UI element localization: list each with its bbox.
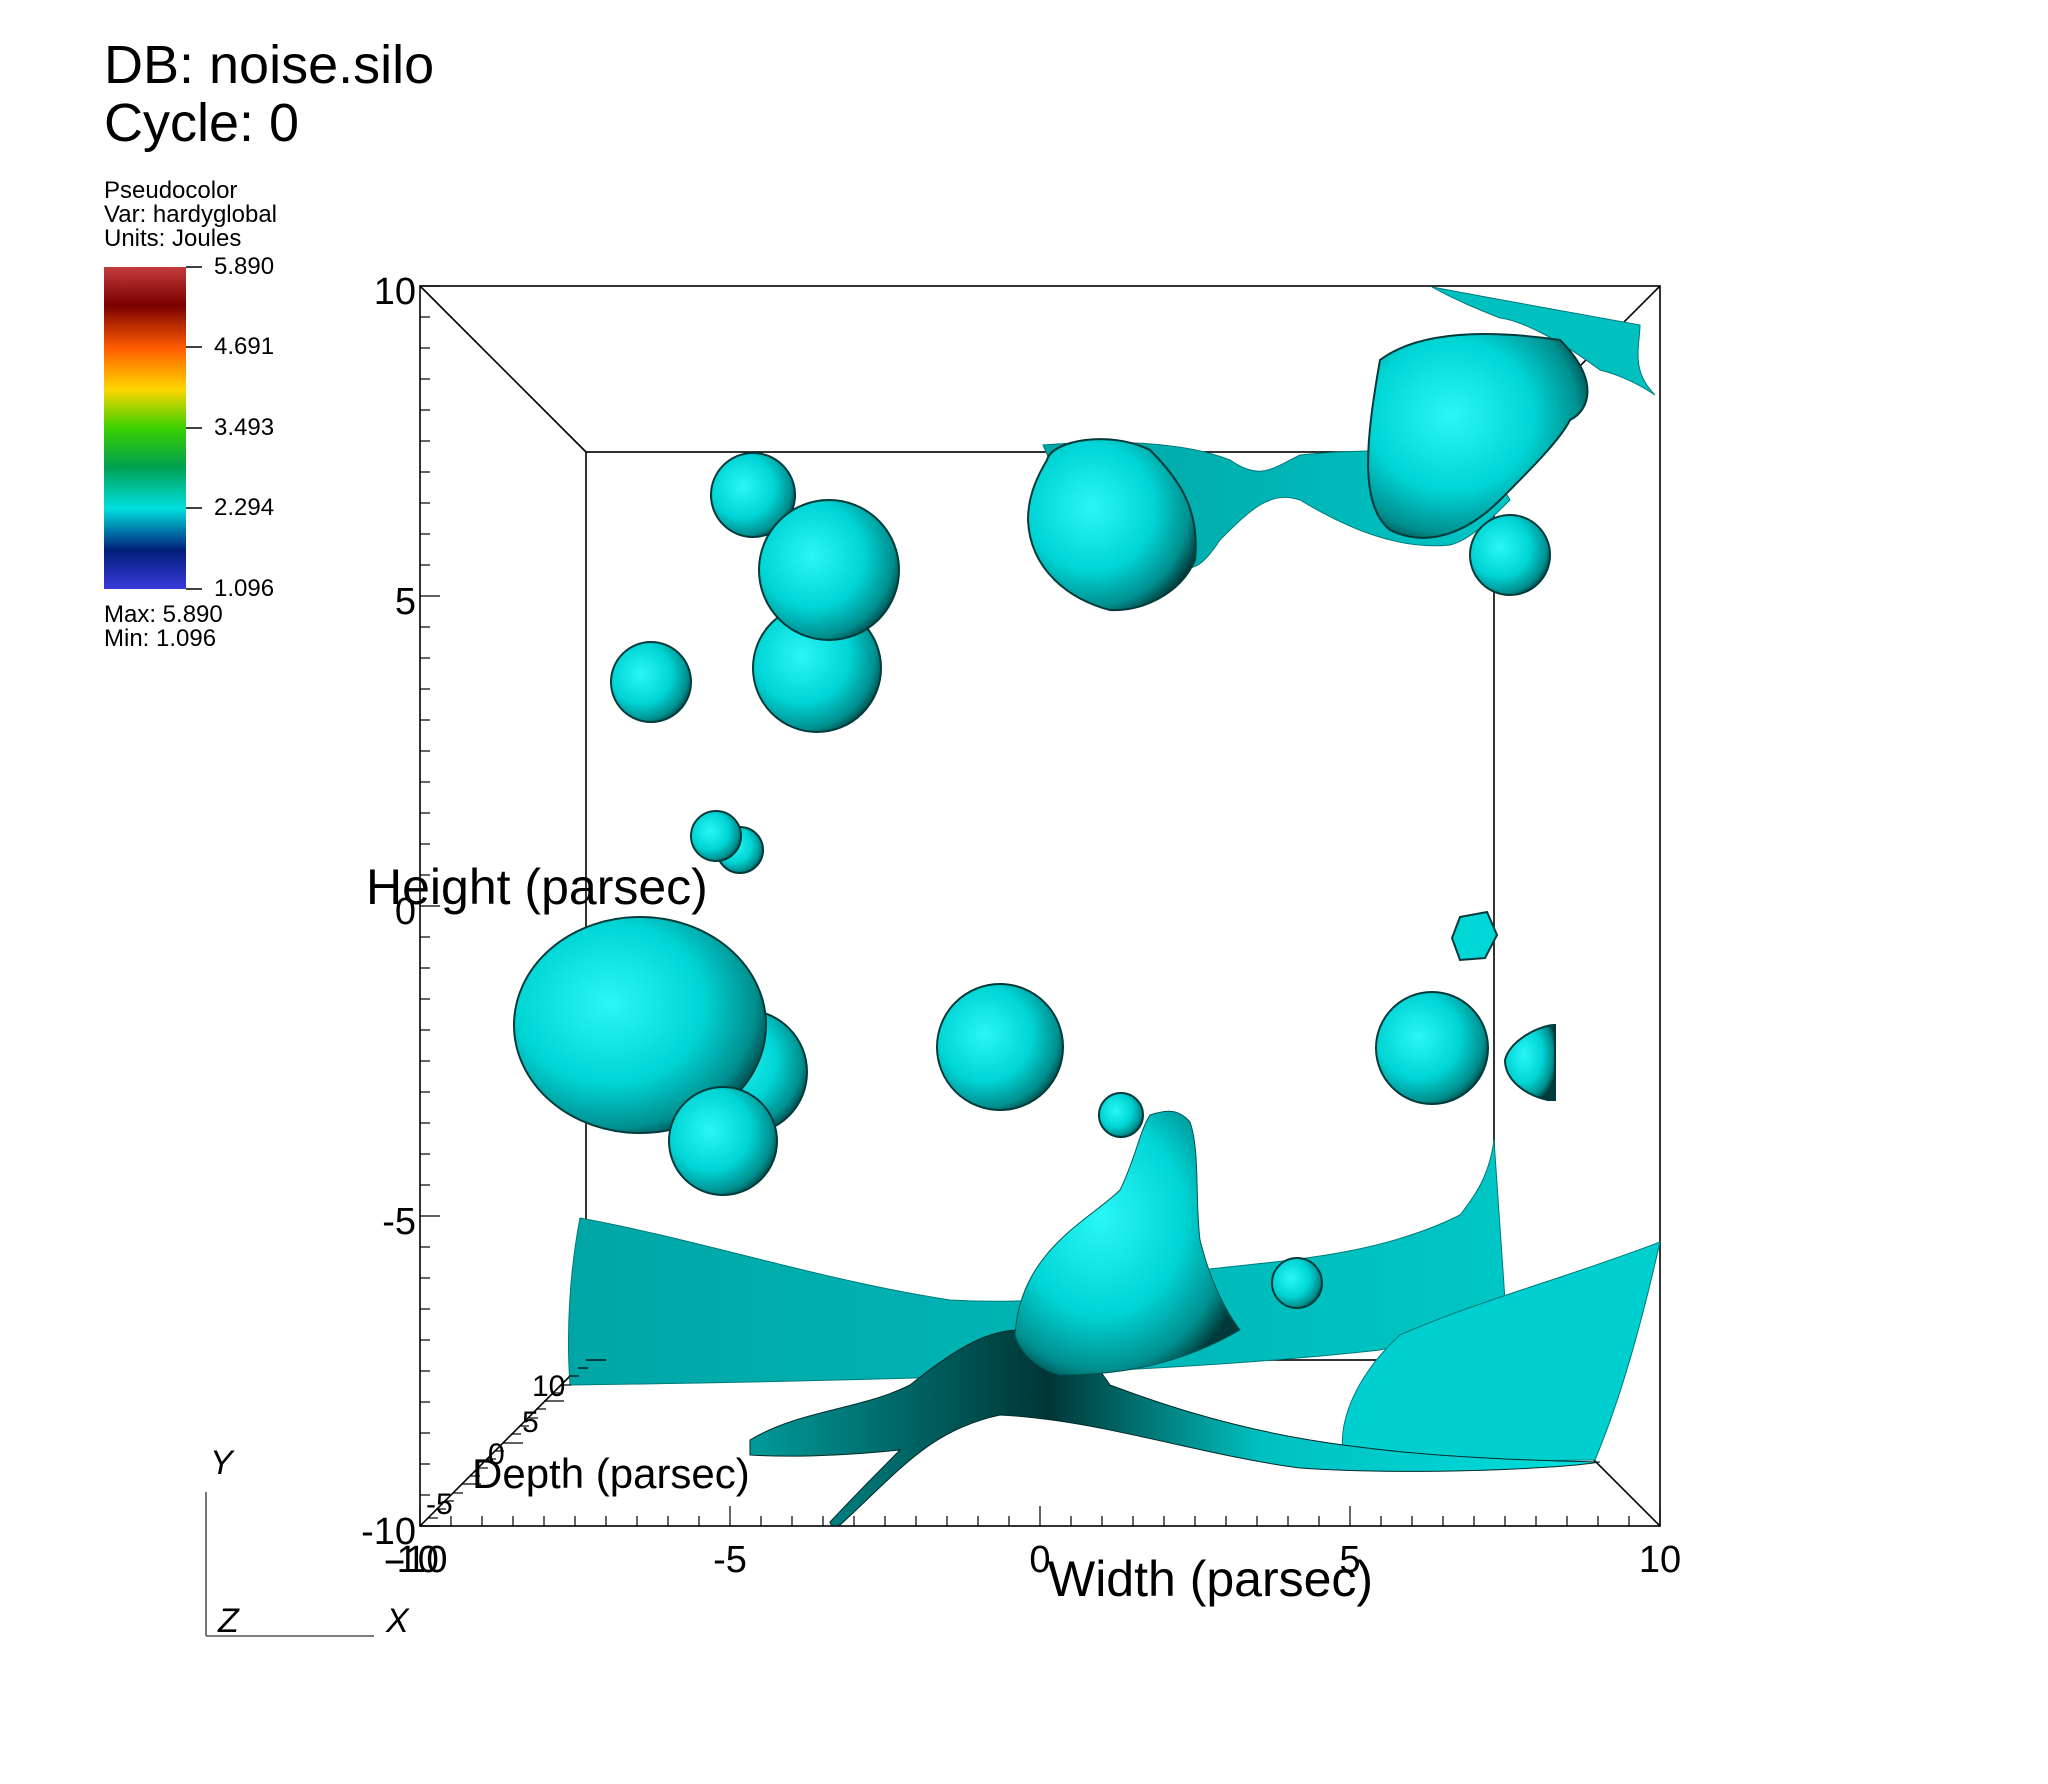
triad-x-label: X [385, 1602, 410, 1640]
x-tick-label: 0 [1029, 1539, 1050, 1581]
legend-units: Units: Joules [104, 225, 241, 252]
y-tick-label: 5 [395, 581, 416, 623]
isosurface-blob [1271, 1257, 1323, 1309]
isosurface-sheet-bottom [567, 1139, 1506, 1386]
isosurface-blob [610, 641, 692, 723]
isosurface-blob [1375, 991, 1489, 1105]
isosurface-blob [513, 916, 767, 1134]
isosurface-sheet-corner [1431, 286, 1656, 396]
depth-tick-label: -5 [426, 1488, 453, 1521]
isosurface-blob [1503, 1023, 1556, 1101]
isosurface-blob [1450, 910, 1499, 962]
isosurface [513, 286, 1661, 1527]
x-axis-tick-labels: -10 -5 0 5 10 [393, 1539, 1682, 1581]
y-tick-label: 0 [395, 891, 416, 933]
y-tick-label: 10 [374, 271, 416, 313]
x-tick-label: -10 [393, 1539, 448, 1581]
triad-y-label: Y [210, 1444, 235, 1482]
x-tick-label: 10 [1639, 1539, 1681, 1581]
isosurface-blob [1098, 1092, 1144, 1138]
legend-plot-type: Pseudocolor [104, 177, 237, 204]
isosurface-blob [936, 983, 1064, 1111]
isosurface-blob [710, 452, 796, 538]
isosurface-tower [1014, 1110, 1241, 1376]
x-axis-ticks [419, 1506, 1661, 1526]
depth-axis-title: Depth (parsec) [472, 1450, 750, 1497]
triad-z-label: Z [217, 1602, 240, 1640]
colorbar-tick-label: 3.493 [214, 414, 274, 441]
colorbar-tick-label: 5.890 [214, 253, 274, 280]
x-axis-title: Width (parsec) [1048, 1551, 1373, 1607]
y-tick-label: -5 [382, 1201, 416, 1243]
legend-min: Min: 1.096 [104, 625, 216, 652]
colorbar-tick-label: 1.096 [214, 575, 274, 602]
colorbar-tick-label: 2.294 [214, 494, 274, 521]
legend-max: Max: 5.890 [104, 601, 223, 628]
y-axis-tick-labels: 10 5 0 -5 -10 [361, 271, 416, 1553]
y-axis-ticks [420, 285, 440, 1527]
orientation-triad: Y Z X [205, 1444, 410, 1640]
isosurface-blob [1469, 514, 1551, 596]
legend-var: Var: hardyglobal [104, 201, 277, 228]
depth-tick-label: 5 [522, 1406, 539, 1439]
isosurface-blob [668, 1086, 778, 1196]
depth-tick-label: 10 [532, 1370, 565, 1403]
colorbar [104, 267, 186, 589]
x-tick-label: -5 [713, 1539, 747, 1581]
y-tick-label: -10 [361, 1511, 416, 1553]
isosurface-blob [1367, 333, 1589, 539]
y-axis-title: Height (parsec) [366, 859, 708, 915]
depth-tick-label: 0 [488, 1438, 505, 1471]
depth-axis-tick-labels: -10 -5 0 5 10 [384, 1370, 565, 1581]
isosurface-blob [758, 499, 900, 641]
legend: Pseudocolor Var: hardyglobal Units: Joul… [104, 177, 277, 652]
db-title: DB: noise.silo [104, 35, 435, 95]
x-tick-label: 5 [1339, 1539, 1360, 1581]
isosurface-blob [690, 810, 742, 862]
depth-tick-label: -10 [384, 1539, 439, 1581]
cycle-title: Cycle: 0 [104, 93, 300, 153]
colorbar-tick-label: 4.691 [214, 333, 274, 360]
colorbar-ticks [186, 266, 202, 590]
isosurface-blob [1026, 438, 1197, 612]
depth-axis-ticks [420, 1359, 606, 1527]
